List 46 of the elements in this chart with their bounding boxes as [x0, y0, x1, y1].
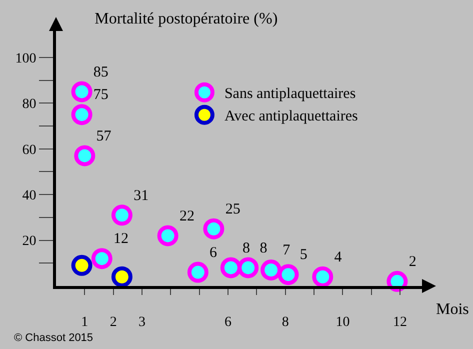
- data-label: 57: [96, 128, 112, 144]
- x-axis-title: Mois: [436, 301, 469, 318]
- data-label: 6: [210, 244, 218, 261]
- point: [111, 266, 132, 288]
- point: [71, 104, 92, 126]
- x-tick-label: 2: [110, 314, 117, 330]
- data-label: 22: [179, 208, 194, 224]
- x-tick-label: 10: [336, 314, 350, 330]
- data-label: 7: [282, 242, 291, 259]
- point: [278, 264, 299, 286]
- data-label: 12: [114, 231, 129, 248]
- x-tick-label: 6: [224, 314, 232, 330]
- point: [238, 257, 259, 278]
- y-tick-label: 40: [22, 188, 36, 204]
- point: [74, 145, 96, 166]
- point: [260, 260, 282, 280]
- point: [203, 218, 224, 240]
- legend-label: Sans antiplaquettaires: [224, 86, 356, 102]
- point: [71, 254, 92, 276]
- x-tick-label: 1: [81, 314, 88, 330]
- data-label: 85: [93, 64, 108, 80]
- data-label: 31: [134, 188, 149, 204]
- point: [157, 225, 178, 246]
- y-tick-label: 100: [15, 51, 36, 66]
- data-label: 25: [225, 201, 240, 218]
- data-label: 4: [334, 249, 342, 266]
- data-label: 8: [260, 240, 268, 256]
- point: [71, 81, 92, 102]
- point: [220, 257, 242, 278]
- chart-title: Mortalité postopératoire (%): [94, 10, 278, 28]
- data-label: 8: [242, 240, 250, 256]
- x-tick-label: 8: [282, 314, 289, 330]
- x-tick-label: 3: [138, 314, 146, 330]
- point: [111, 204, 132, 226]
- text: © Chassot 2015: [14, 332, 94, 344]
- x-tick-label: 12: [393, 314, 408, 330]
- y-tick-label: 80: [22, 97, 36, 112]
- legend-label: Avec antiplaquettaires: [224, 108, 358, 125]
- y-tick-label: 20: [22, 234, 36, 250]
- y-tick-label: 60: [22, 142, 36, 158]
- point: [187, 262, 208, 283]
- data-label: 2: [408, 254, 416, 270]
- data-label: 75: [93, 87, 108, 104]
- data-label: 5: [300, 247, 308, 264]
- point: [91, 248, 112, 270]
- point: [312, 266, 334, 288]
